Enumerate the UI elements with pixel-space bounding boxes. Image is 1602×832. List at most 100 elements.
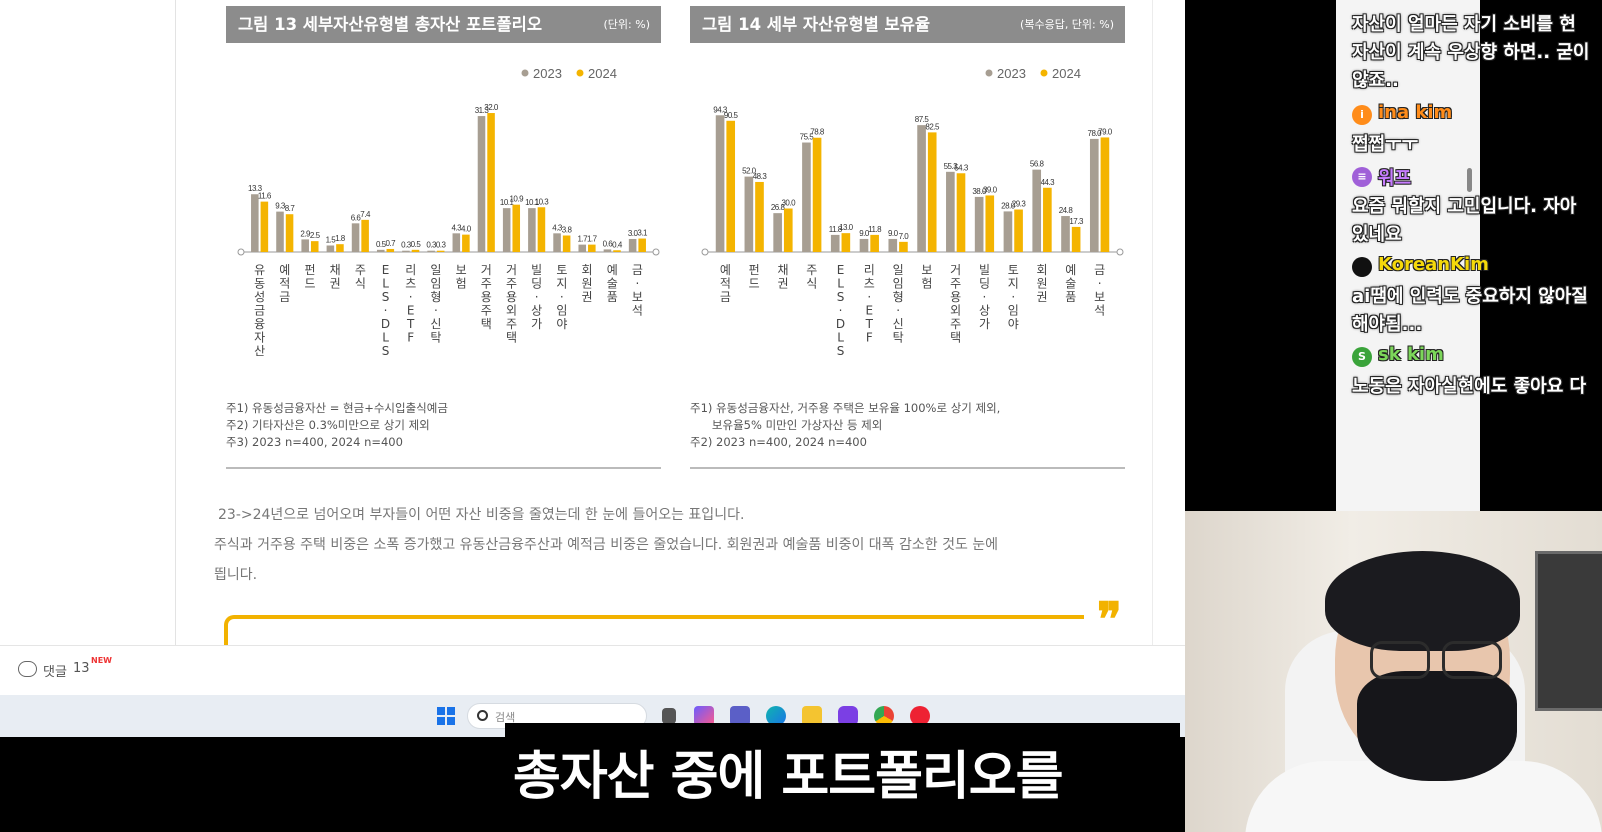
legend-marker-2024 [1040, 69, 1048, 77]
bar-2023-1 [276, 211, 284, 252]
legend-label-2023: 2023 [997, 66, 1026, 81]
category-label: 리 츠 · E T F [864, 263, 875, 345]
bar-2024-3 [336, 244, 344, 252]
bar-2024-0 [260, 201, 269, 252]
figure-13-title-text: 그림 13 세부자산유형별 총자산 포트폴리오 [238, 15, 542, 34]
comment-label[interactable]: 댓글 [43, 665, 67, 680]
bar-2023-1 [744, 176, 754, 252]
bar-2023-10 [1003, 211, 1013, 252]
bar-2023-0 [715, 115, 725, 252]
bar-2023-3 [326, 245, 335, 252]
bar-2024-11 [537, 207, 546, 252]
bar-value-label: 3.1 [637, 229, 648, 238]
figure-14-unit: (복수응답, 단위: %) [1020, 18, 1114, 31]
bar-value-label: 0.5 [376, 240, 387, 249]
quote-mark-icon: ❞ [1097, 592, 1122, 645]
bar-2024-8 [956, 173, 966, 252]
chat-scrollbar[interactable] [1467, 168, 1472, 192]
copilot-icon[interactable] [694, 706, 714, 726]
bar-value-label: 13.3 [248, 184, 263, 193]
bar-2023-13 [578, 244, 587, 252]
bar-value-label: 4.3 [552, 223, 563, 232]
category-label: 금 · 보 석 [632, 263, 643, 318]
category-label: 빌 딩 · 상 가 [531, 263, 542, 331]
bar-value-label: 90.5 [724, 111, 739, 120]
bar-2023-10 [502, 208, 511, 252]
bar-value-label: 87.5 [915, 115, 930, 124]
chat-username[interactable]: sk kim [1378, 344, 1444, 365]
figure-13-divider [226, 467, 661, 469]
bar-value-label: 30.0 [781, 199, 796, 208]
comment-bubble-icon[interactable] [18, 661, 37, 677]
teams-icon[interactable] [730, 706, 750, 726]
app-icon[interactable] [838, 706, 858, 726]
bar-value-label: 9.0 [859, 229, 870, 238]
article-line-3: 띕니다. [214, 567, 258, 583]
figure-14-chart: 2023 2024 94.390.5 예 적 금 52.048.3 펀 드 26.830.0 채 권 7… [701, 66, 1124, 358]
webcam-hair [1325, 551, 1520, 651]
bar-value-label: 55.3 [944, 162, 959, 171]
bar-value-label: 11.8 [829, 225, 843, 234]
article-paragraph: 23->24년으로 넘어오며 부자들이 어떤 자산 비중을 줄였는데 한 눈에 … [214, 500, 1148, 590]
bar-2023-7 [427, 250, 435, 252]
bar-value-label: 9.3 [275, 202, 286, 211]
bar-value-label: 10.3 [535, 197, 550, 206]
bar-2023-15 [628, 238, 637, 252]
bar-value-label: 2.9 [300, 229, 311, 238]
axis-end-marker [237, 248, 245, 256]
figure-14-divider [690, 467, 1125, 469]
figure-13-note-3: 주3) 2023 n=400, 2024 n=400 [226, 435, 403, 449]
chat-username[interactable]: 워프 [1378, 168, 1412, 189]
bar-2024-4 [361, 219, 369, 252]
bar-value-label: 17.3 [1069, 217, 1084, 226]
figure-13-unit: (단위: %) [603, 18, 650, 31]
figure-14: 그림 14 세부 자산유형별 보유율 (복수응답, 단위: %) 2023 202… [690, 6, 1125, 471]
chat-username[interactable]: ina kim [1378, 102, 1453, 123]
axis-end-marker [652, 248, 660, 256]
legend-marker-2024 [576, 69, 584, 77]
bar-2024-2 [310, 241, 319, 252]
bar-value-label: 10.1 [500, 198, 515, 207]
figure-14-note-2: 보유율5% 미만인 가상자산 등 제외 [690, 418, 883, 432]
comment-count[interactable]: 13 [73, 661, 90, 676]
windows-start-icon[interactable] [437, 707, 455, 725]
webcam-picture-frame [1535, 551, 1602, 711]
file-explorer-icon[interactable] [802, 706, 822, 726]
bar-value-label: 28.0 [1001, 201, 1016, 210]
bar-2024-6 [899, 241, 908, 252]
edge-browser-icon[interactable] [766, 706, 786, 726]
chat-message-line: 자산이 계속 우상향 하면.. 굳이 [1352, 42, 1590, 63]
bar-value-label: 9.0 [888, 229, 899, 238]
webcam-glasses [1370, 641, 1510, 681]
bar-value-label: 78.8 [810, 128, 825, 137]
legend-label-2023: 2023 [533, 66, 562, 81]
category-label: 토 지 · 임 야 [1008, 263, 1019, 331]
bar-2024-3 [812, 137, 822, 252]
chat-message-line: 쩝쩝ㅜㅜ [1352, 134, 1419, 155]
bar-2024-13 [1100, 137, 1110, 252]
chat-user-badge-icon: ≡ [1352, 167, 1372, 187]
bar-value-label: 1.7 [587, 235, 598, 244]
axis-end-marker [701, 248, 709, 256]
bar-2023-12 [1061, 216, 1070, 252]
category-label: 빌 딩 · 상 가 [979, 263, 990, 331]
recording-app-icon[interactable] [910, 706, 930, 726]
chat-message-line: 노동은 자아실현에도 좋아요 다 [1352, 376, 1587, 397]
webcam-feed [1185, 511, 1602, 832]
figure-13: 그림 13 세부자산유형별 총자산 포트폴리오 (단위: %) 2023 2024… [226, 6, 661, 471]
chat-username[interactable]: KoreanKim [1378, 254, 1489, 275]
axis-end-marker [1116, 248, 1124, 256]
bar-value-label: 0.6 [603, 239, 614, 248]
article-line-2: 주식과 거주용 주택 비중은 소폭 증가했고 유동산금융주산과 예적금 비중은 … [214, 537, 999, 553]
bar-value-label: 48.3 [753, 172, 768, 181]
task-view-icon[interactable] [662, 708, 676, 724]
chrome-browser-icon[interactable] [874, 706, 894, 726]
bar-2023-6 [402, 250, 410, 252]
bar-value-label: 0.4 [612, 240, 623, 249]
bar-value-label: 10.9 [509, 195, 524, 204]
bar-2024-10 [512, 204, 521, 252]
